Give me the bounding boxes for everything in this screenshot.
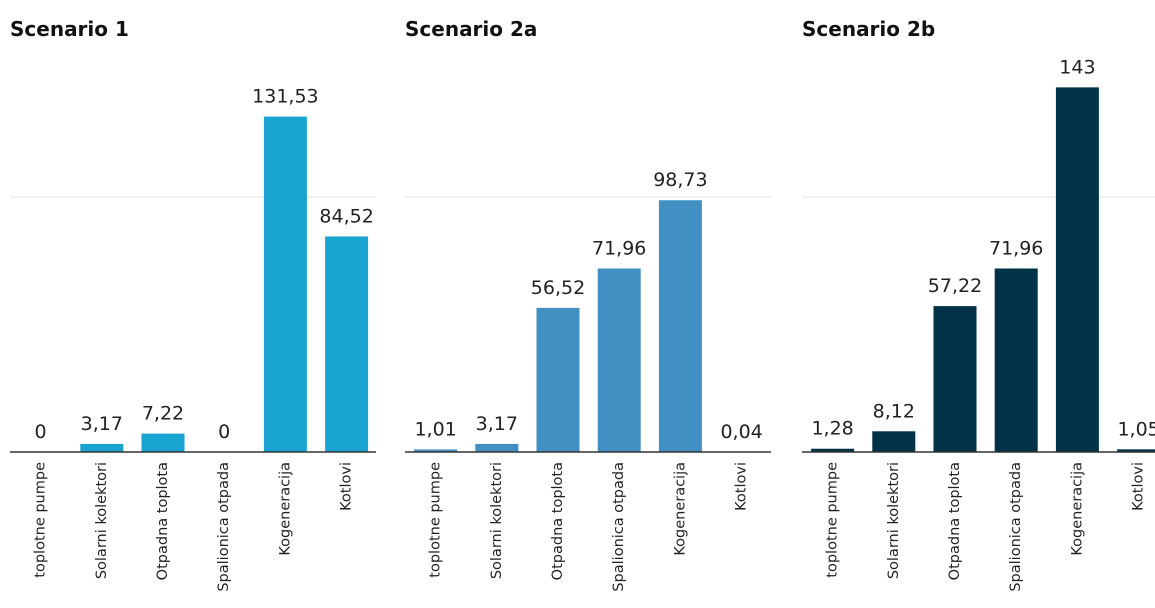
bar [658,200,702,452]
bar [80,443,124,452]
chart: Scenario 1 0 toplotne pumpe 3,17 Solarni kol… [10,17,376,592]
value-label: 7,22 [142,403,184,425]
chart-title: Scenario 2a [405,17,537,41]
bar [872,431,916,452]
x-tick-label: Spalionica otpada [611,462,627,592]
chart: Scenario 2b 1,28 toplotne pumpe 8,12 Solarni… [802,17,1155,592]
bar [811,448,855,452]
value-label: 1,28 [811,418,853,440]
x-tick-label: toplotne pumpe [428,462,444,578]
x-tick-label: Kogeneracija [277,462,293,556]
value-label: 0 [35,421,47,443]
x-tick-label: Kogeneracija [1069,462,1085,556]
value-label: 71,96 [989,238,1043,260]
value-label: 143 [1059,56,1095,78]
value-label: 98,73 [653,169,707,191]
bar [1055,87,1099,452]
value-label: 8,12 [873,400,915,422]
bar [994,268,1038,452]
bar [263,116,307,452]
bar [325,236,369,452]
x-tick-label: Kotlovi [339,462,355,511]
x-tick-label: toplotne pumpe [33,462,49,578]
x-tick-label: toplotne pumpe [825,462,841,578]
value-label: 0,04 [720,421,762,443]
value-label: 71,96 [592,238,646,260]
x-tick-label: Otpadna toplota [155,462,171,580]
value-label: 1,01 [414,418,456,440]
x-tick-label: Solarni kolektori [94,462,110,579]
bar [141,433,185,452]
value-label: 1,05 [1117,418,1155,440]
x-tick-label: Kotlovi [734,462,750,511]
value-label: 84,52 [319,205,373,227]
x-tick-label: Spalionica otpada [216,462,232,592]
x-tick-label: Kogeneracija [672,462,688,556]
bar [597,268,641,452]
chart-title: Scenario 2b [802,17,935,41]
x-tick-label: Solarni kolektori [489,462,505,579]
bar [1117,449,1155,452]
value-label: 131,53 [252,86,318,108]
x-tick-label: Kotlovi [1131,462,1147,511]
x-tick-label: Solarni kolektori [886,462,902,579]
value-label: 56,52 [531,277,585,299]
bar [933,306,977,452]
bar [536,307,580,452]
value-label: 57,22 [928,275,982,297]
x-tick-label: Spalionica otpada [1008,462,1024,592]
value-label: 3,17 [81,413,123,435]
bar [475,443,519,452]
chart: Scenario 2a 1,01 toplotne pumpe 3,17 Solarni… [405,17,771,592]
value-label: 3,17 [476,413,518,435]
chart-title: Scenario 1 [10,17,129,41]
bar [414,449,458,452]
value-label: 0 [218,421,230,443]
x-tick-label: Otpadna toplota [947,462,963,580]
x-tick-label: Otpadna toplota [550,462,566,580]
